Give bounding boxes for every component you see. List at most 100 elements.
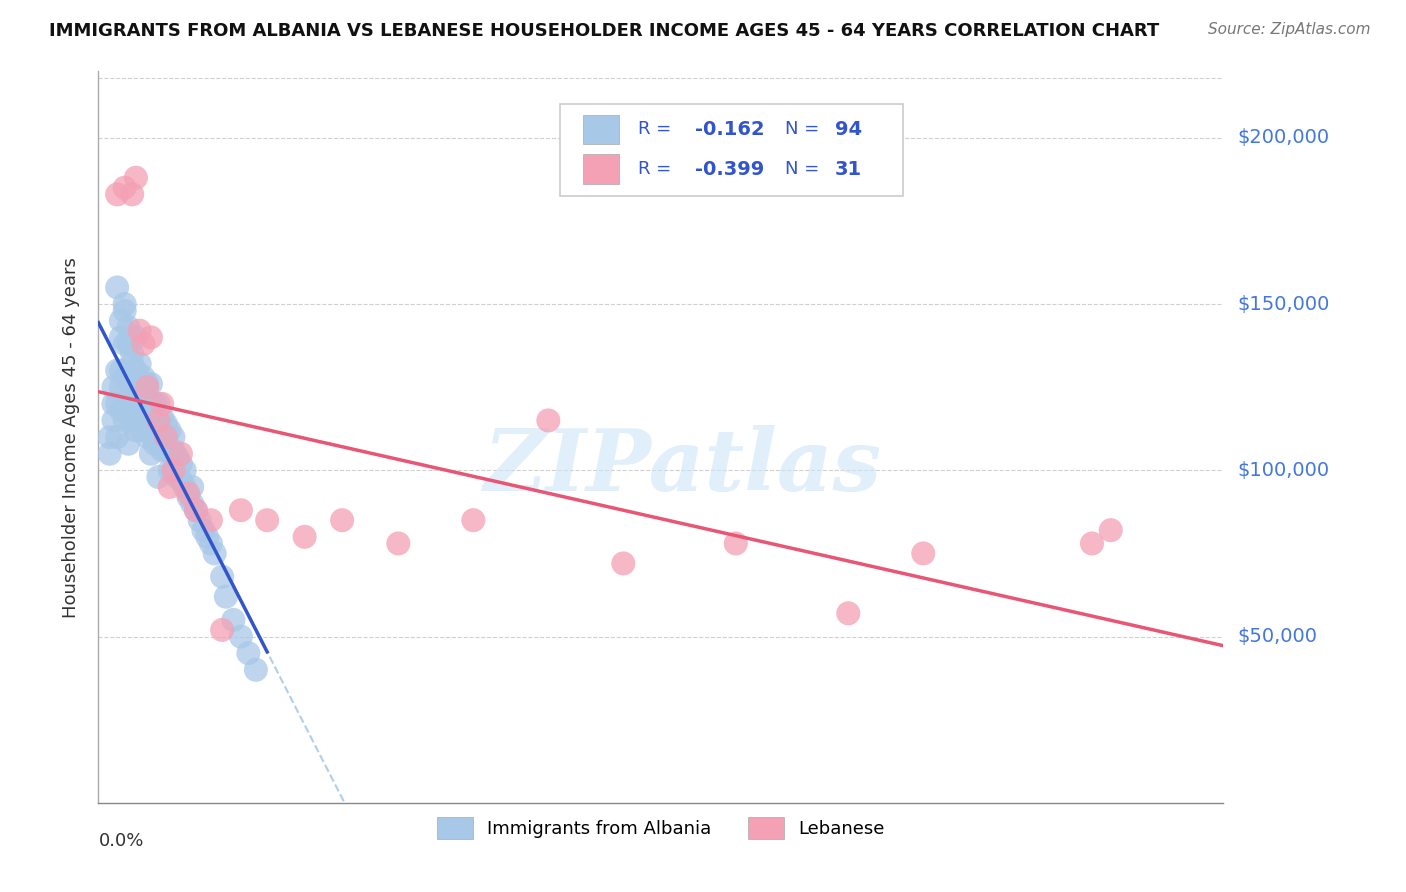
Point	[114, 337, 136, 351]
Point	[139, 376, 162, 391]
Point	[139, 397, 162, 411]
Point	[132, 337, 155, 351]
Point	[222, 613, 245, 627]
Point	[166, 470, 188, 484]
Text: 31: 31	[835, 160, 862, 178]
Point	[159, 424, 181, 438]
Point	[162, 430, 184, 444]
Point	[150, 430, 173, 444]
Point	[150, 410, 173, 425]
Point	[136, 397, 159, 411]
Point	[211, 570, 233, 584]
Point	[181, 497, 204, 511]
Point	[125, 384, 148, 398]
Legend: Immigrants from Albania, Lebanese: Immigrants from Albania, Lebanese	[430, 810, 891, 847]
Point	[114, 370, 136, 384]
Point	[136, 380, 159, 394]
Point	[117, 370, 139, 384]
Text: N =: N =	[785, 120, 818, 138]
Point	[105, 187, 128, 202]
Point	[125, 424, 148, 438]
Point	[148, 470, 170, 484]
Point	[188, 513, 211, 527]
Point	[143, 417, 166, 431]
Point	[200, 536, 222, 550]
Point	[193, 523, 215, 537]
Point	[136, 430, 159, 444]
Point	[139, 447, 162, 461]
Point	[114, 303, 136, 318]
Point	[155, 417, 177, 431]
Point	[121, 397, 143, 411]
Point	[330, 513, 353, 527]
Point	[148, 436, 170, 450]
Point	[110, 330, 132, 344]
Point	[132, 370, 155, 384]
Point	[155, 430, 177, 444]
Point	[132, 403, 155, 417]
Y-axis label: Householder Income Ages 45 - 64 years: Householder Income Ages 45 - 64 years	[62, 257, 80, 617]
Point	[105, 280, 128, 294]
Point	[125, 363, 148, 377]
Point	[114, 180, 136, 194]
Point	[159, 480, 181, 494]
Point	[150, 397, 173, 411]
Text: -0.399: -0.399	[695, 160, 763, 178]
Point	[98, 430, 121, 444]
Point	[125, 370, 148, 384]
Point	[132, 390, 155, 404]
Point	[132, 424, 155, 438]
Point	[117, 337, 139, 351]
Point	[150, 443, 173, 458]
Point	[103, 380, 125, 394]
Point	[110, 403, 132, 417]
Point	[143, 436, 166, 450]
Point	[162, 463, 184, 477]
Point	[1081, 536, 1104, 550]
Text: N =: N =	[785, 160, 818, 178]
Point	[155, 443, 177, 458]
Text: R =: R =	[638, 160, 672, 178]
Text: 94: 94	[835, 120, 862, 139]
Point	[148, 413, 170, 427]
Point	[1099, 523, 1122, 537]
Point	[238, 646, 260, 660]
Point	[148, 397, 170, 411]
Bar	[583, 154, 619, 184]
Point	[204, 546, 226, 560]
Text: IMMIGRANTS FROM ALBANIA VS LEBANESE HOUSEHOLDER INCOME AGES 45 - 64 YEARS CORREL: IMMIGRANTS FROM ALBANIA VS LEBANESE HOUS…	[49, 22, 1160, 40]
Point	[200, 513, 222, 527]
Point	[170, 447, 193, 461]
Point	[170, 457, 193, 471]
Point	[136, 413, 159, 427]
Point	[114, 413, 136, 427]
Point	[912, 546, 935, 560]
Point	[105, 430, 128, 444]
Point	[211, 623, 233, 637]
Point	[245, 663, 267, 677]
Bar	[583, 115, 619, 145]
Point	[177, 486, 200, 500]
Point	[724, 536, 747, 550]
Point	[128, 324, 150, 338]
Point	[148, 417, 170, 431]
Point	[215, 590, 238, 604]
Point	[117, 436, 139, 450]
Point	[114, 297, 136, 311]
Point	[173, 480, 195, 494]
Point	[136, 376, 159, 391]
Point	[387, 536, 409, 550]
Point	[121, 357, 143, 371]
Point	[128, 390, 150, 404]
Text: $200,000: $200,000	[1237, 128, 1329, 147]
Point	[537, 413, 560, 427]
Point	[837, 607, 859, 621]
FancyBboxPatch shape	[560, 104, 903, 195]
Point	[155, 430, 177, 444]
Point	[229, 630, 252, 644]
Point	[128, 380, 150, 394]
Text: $100,000: $100,000	[1237, 461, 1329, 480]
Point	[117, 320, 139, 334]
Text: R =: R =	[638, 120, 672, 138]
Point	[105, 397, 128, 411]
